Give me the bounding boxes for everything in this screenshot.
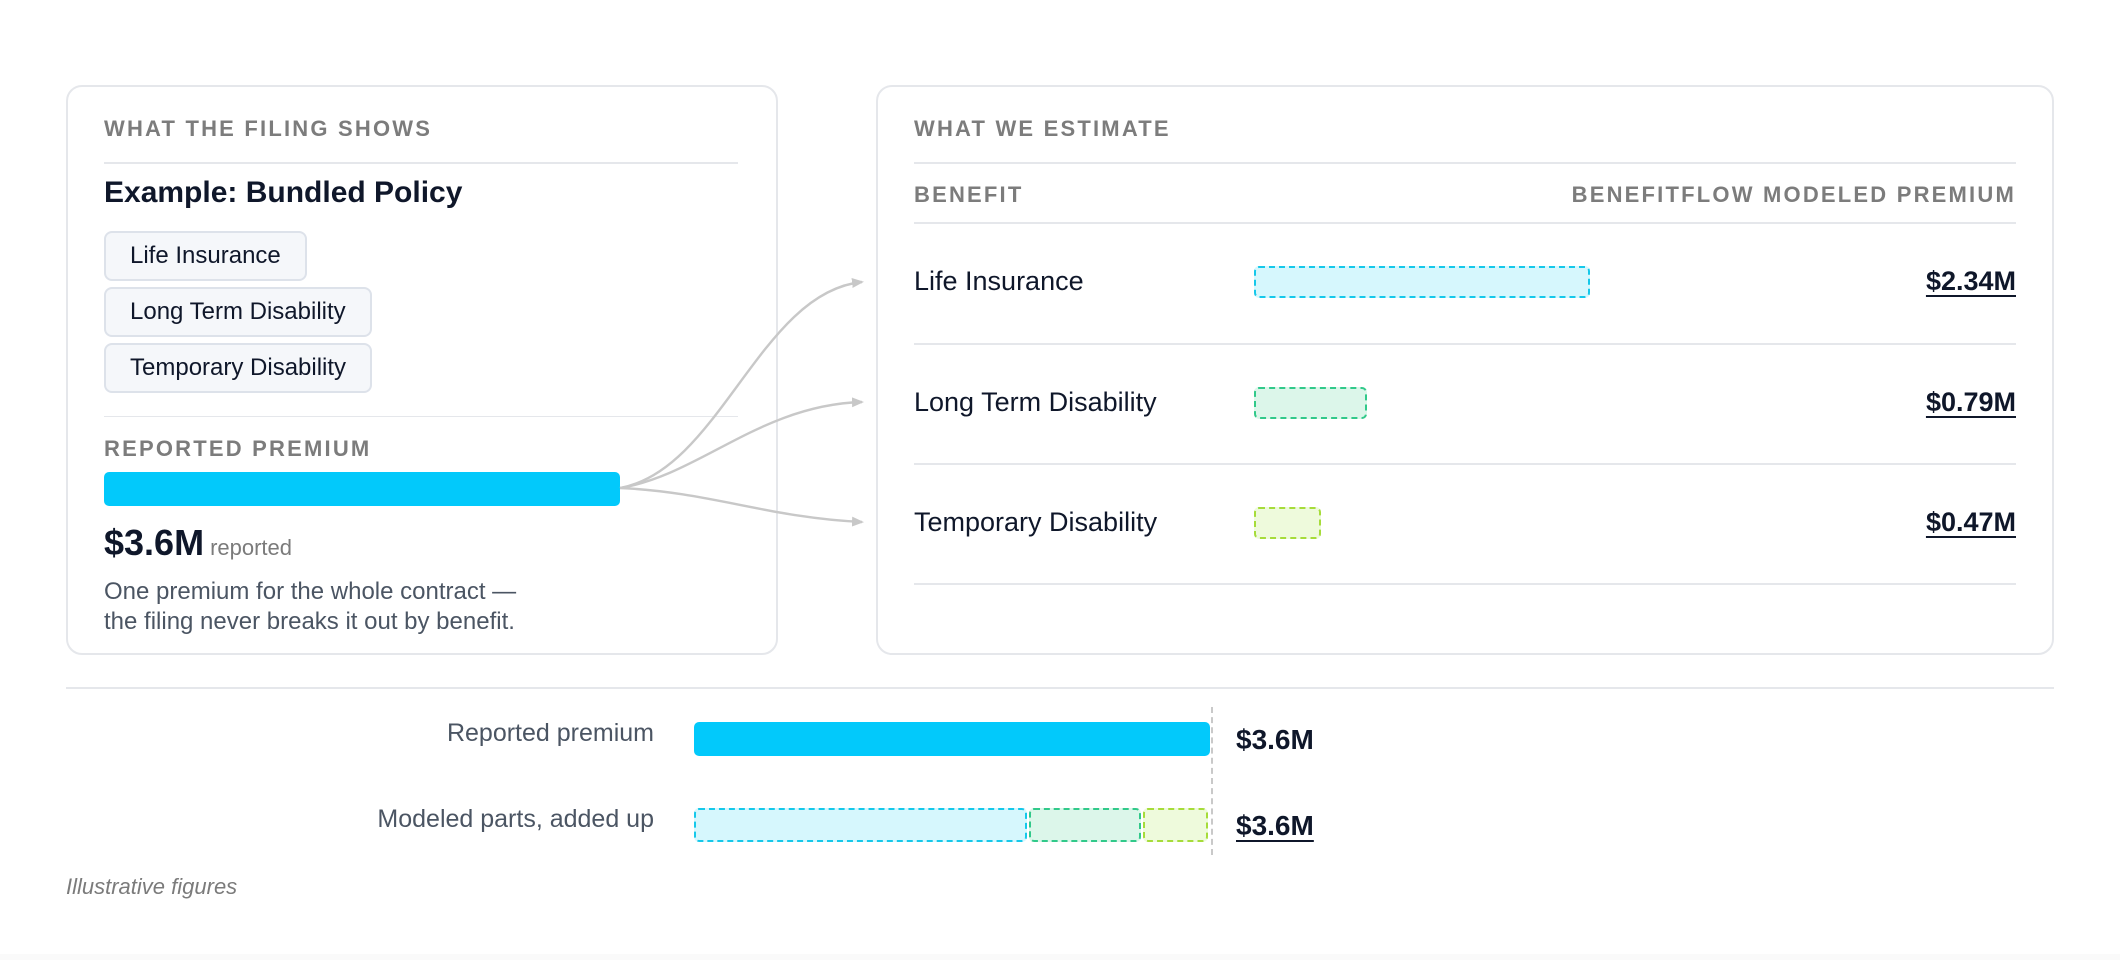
comparison-label-modeled: Modeled parts, added up xyxy=(377,805,654,833)
comparison-segment-long-term-disability xyxy=(1029,808,1141,842)
modeled-value-temporary-disability[interactable]: $0.47M xyxy=(1925,507,2016,537)
modeled-bar-temporary-disability xyxy=(1254,507,1321,539)
reported-premium-bar xyxy=(104,472,620,506)
comparison-total-marker xyxy=(1211,707,1213,855)
reported-premium-label: REPORTED PREMIUM xyxy=(104,436,372,461)
modeled-value-long-term-disability[interactable]: $0.79M xyxy=(1925,387,2016,417)
pill-temporary-disability: Temporary Disability xyxy=(104,343,373,393)
reported-amount: $3.6M xyxy=(104,522,205,563)
filing-eyebrow: WHAT THE FILING SHOWS xyxy=(104,116,433,141)
comparison-label-reported: Reported premium xyxy=(446,719,654,747)
row-divider-1 xyxy=(914,343,2016,345)
comparison-value-reported: $3.6M xyxy=(1236,724,1314,755)
reported-suffix: reported xyxy=(210,535,293,560)
row-divider-2 xyxy=(914,463,2016,465)
modeled-bar-life-insurance xyxy=(1254,266,1590,298)
modeled-value-life-insurance[interactable]: $2.34M xyxy=(1925,266,2016,296)
policy-title: Example: Bundled Policy xyxy=(104,176,463,209)
illustrative-caption: Illustrative figures xyxy=(66,874,238,899)
estimate-divider-top xyxy=(914,162,2016,164)
row-divider-3 xyxy=(914,583,2016,585)
benefit-label-life-insurance: Life Insurance xyxy=(914,266,1084,296)
comparison-segment-life-insurance xyxy=(694,808,1028,842)
benefit-label-temporary-disability: Temporary Disability xyxy=(914,507,1158,537)
comparison-bar-reported xyxy=(694,722,1210,756)
pill-life-insurance: Life Insurance xyxy=(104,231,307,281)
column-header-benefit: BENEFIT xyxy=(914,182,1024,207)
comparison-divider xyxy=(66,687,2054,689)
pill-long-term-disability: Long Term Disability xyxy=(104,287,372,337)
header-divider xyxy=(914,222,2016,224)
filing-note-line1: One premium for the whole contract — xyxy=(104,578,517,605)
connector-life-insurance xyxy=(619,278,864,490)
filing-divider-top xyxy=(104,162,738,164)
column-header-premium: BENEFITFLOW MODELED PREMIUM xyxy=(1571,182,2016,207)
comparison-segment-temporary-disability xyxy=(1142,808,1208,842)
benefit-label-long-term-disability: Long Term Disability xyxy=(914,387,1157,417)
filing-note-line2: the filing never breaks it out by benefi… xyxy=(104,608,515,635)
reported-premium-value: $3.6M reported xyxy=(104,522,292,564)
filing-divider-mid xyxy=(104,416,738,417)
estimate-eyebrow: WHAT WE ESTIMATE xyxy=(914,116,1171,141)
estimate-card xyxy=(876,85,2054,655)
modeled-bar-long-term-disability xyxy=(1254,387,1367,419)
connector-long-term-disability xyxy=(619,397,864,490)
connector-temporary-disability xyxy=(619,486,864,527)
comparison-value-modeled[interactable]: $3.6M xyxy=(1236,810,1314,841)
